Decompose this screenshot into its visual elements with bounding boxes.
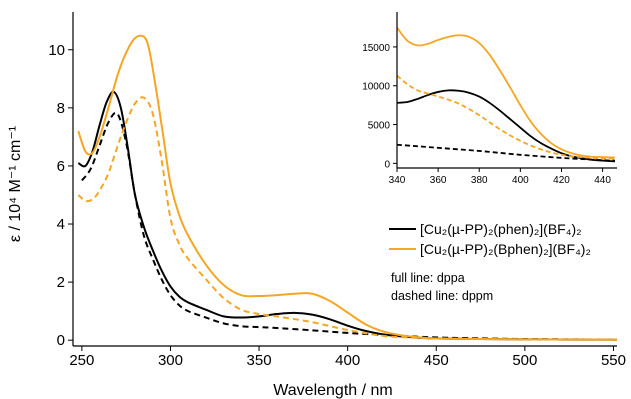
- inset-series-line-2: [396, 143, 615, 162]
- inset-y-tick-label: 5000: [368, 121, 391, 132]
- inset-x-tick-label: 380: [471, 175, 488, 186]
- inset-series-line-4: [396, 74, 615, 160]
- inset-x-tick-label: 420: [553, 175, 570, 186]
- main-plot: 250 300 350 400 450 500 550 0 2 4 6 8 10: [48, 12, 626, 369]
- main-y-tick-label: 4: [57, 216, 65, 233]
- main-y-tick-label: 0: [57, 332, 65, 349]
- inset-x-tick-label: 340: [389, 175, 406, 186]
- note-full-line: full line: dppa: [391, 271, 465, 285]
- note-dashed-line: dashed line: dppm: [391, 289, 493, 303]
- main-x-tick-label: 250: [69, 352, 94, 369]
- main-x-tick-label: 350: [247, 352, 272, 369]
- inset-x-tick-label: 400: [512, 175, 529, 186]
- inset-x-tick-label: 440: [594, 175, 611, 186]
- inset-x-tick-label: 360: [430, 175, 447, 186]
- main-y-tick-label: 8: [57, 100, 65, 117]
- main-x-tick-label: 300: [158, 352, 183, 369]
- inset-series-line-3: [396, 26, 615, 159]
- main-y-tick-label: 10: [48, 42, 65, 59]
- main-y-tick-label: 6: [57, 158, 65, 175]
- legend-label-phen: [Cu₂(µ-PP)₂(phen)₂](BF₄)₂: [420, 221, 582, 237]
- inset-y-tick-label: 0: [384, 159, 390, 170]
- main-series-line-2: [81, 111, 618, 341]
- inset-series-line-1: [396, 89, 615, 163]
- legend: [Cu₂(µ-PP)₂(phen)₂](BF₄)₂ [Cu₂(µ-PP)₂(Bp…: [389, 221, 591, 257]
- main-y-tick-label: 2: [57, 274, 65, 291]
- inset-y-tick-label: 15000: [362, 43, 390, 54]
- main-x-tick-label: 500: [512, 352, 537, 369]
- main-x-tick-label: 550: [601, 352, 626, 369]
- main-x-tick-label: 450: [424, 352, 449, 369]
- main-series-line-4: [77, 96, 618, 341]
- main-x-tick-label: 400: [335, 352, 360, 369]
- inset-plot: 340 360 380 400 420 440 0 5000 10000 15000: [362, 12, 617, 186]
- legend-label-bphen: [Cu₂(µ-PP)₂(Bphen)₂](BF₄)₂: [420, 241, 591, 257]
- inset-background: [397, 12, 617, 168]
- y-axis-title: ε / 10⁴ M⁻¹ cm⁻¹: [7, 126, 24, 242]
- inset-y-tick-label: 10000: [362, 82, 390, 93]
- x-axis-title: Wavelength / nm: [273, 382, 392, 399]
